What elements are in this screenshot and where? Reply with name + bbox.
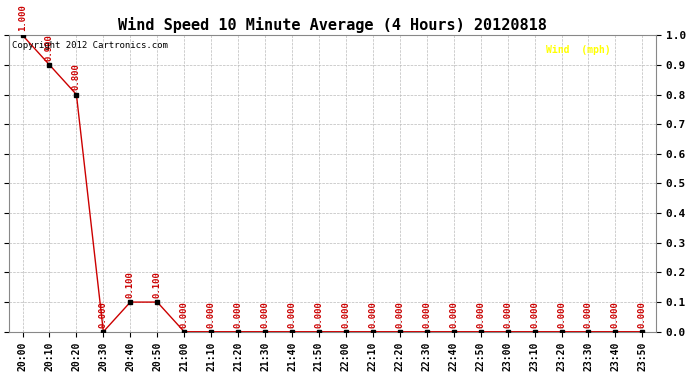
Text: 0.100: 0.100 [152,271,161,298]
Text: 0.000: 0.000 [179,301,188,328]
Text: 0.900: 0.900 [45,34,54,61]
Text: 0.000: 0.000 [530,301,539,328]
Text: 0.000: 0.000 [557,301,566,328]
Text: 0.000: 0.000 [449,301,458,328]
Text: 0.000: 0.000 [638,301,647,328]
Text: 0.000: 0.000 [234,301,243,328]
Text: 0.000: 0.000 [315,301,324,328]
Text: 0.000: 0.000 [395,301,404,328]
Text: 0.000: 0.000 [422,301,431,328]
Title: Wind Speed 10 Minute Average (4 Hours) 20120818: Wind Speed 10 Minute Average (4 Hours) 2… [118,16,547,33]
Text: 0.000: 0.000 [476,301,485,328]
Text: 0.000: 0.000 [207,301,216,328]
Text: 0.000: 0.000 [99,301,108,328]
Text: 0.100: 0.100 [126,271,135,298]
Text: 0.000: 0.000 [611,301,620,328]
Text: 0.000: 0.000 [368,301,377,328]
Text: 0.000: 0.000 [584,301,593,328]
Text: 0.000: 0.000 [503,301,512,328]
Text: 0.000: 0.000 [288,301,297,328]
Text: 0.000: 0.000 [342,301,351,328]
Text: 0.800: 0.800 [72,63,81,90]
Text: 1.000: 1.000 [18,4,27,31]
Text: 0.000: 0.000 [261,301,270,328]
Text: Copyright 2012 Cartronics.com: Copyright 2012 Cartronics.com [12,41,168,50]
